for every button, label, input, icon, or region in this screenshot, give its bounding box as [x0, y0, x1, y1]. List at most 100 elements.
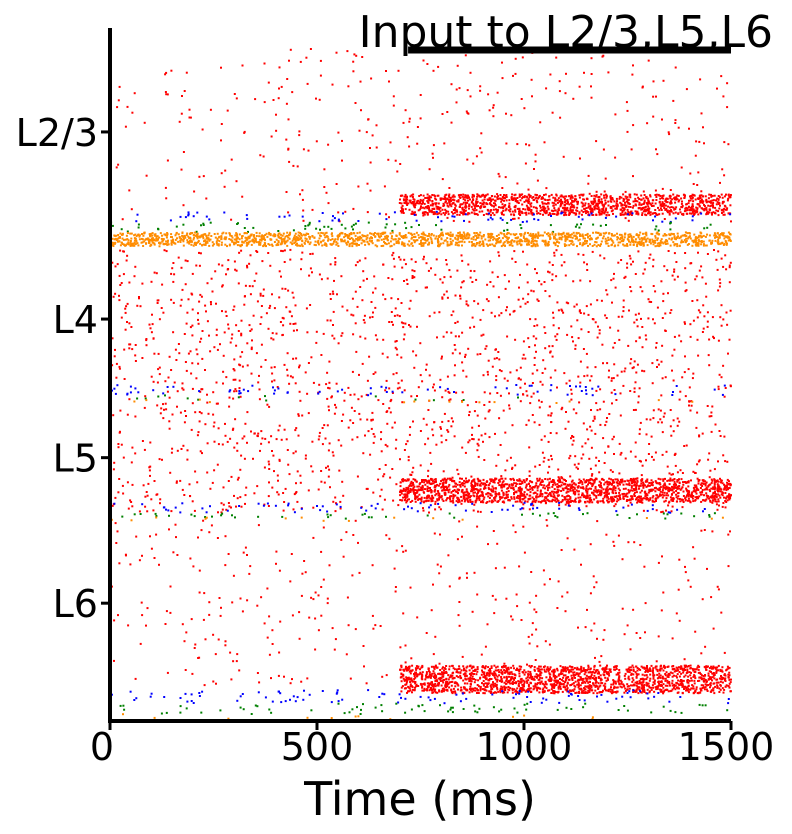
spike-dot — [702, 243, 705, 246]
spike-dot — [149, 441, 152, 444]
spike-dot — [402, 210, 404, 213]
spike-dot — [166, 234, 169, 237]
spike-dot — [426, 200, 429, 203]
spike-dot — [499, 239, 502, 242]
spike-dot — [124, 311, 127, 314]
spike-dot — [703, 207, 706, 210]
spike-dot — [577, 200, 579, 203]
spike-dot — [542, 213, 544, 216]
spike-dot — [649, 211, 652, 214]
spike-dot — [479, 202, 482, 205]
spike-dot — [612, 205, 615, 208]
spike-dot — [585, 212, 587, 215]
spike-dot — [678, 199, 681, 202]
spike-dot — [657, 408, 660, 411]
spike-dot — [443, 142, 446, 145]
spike-dot — [717, 289, 720, 292]
spike-dot — [710, 193, 712, 196]
spike-dot — [345, 242, 348, 245]
spike-dot — [728, 238, 731, 241]
spike-dot — [341, 305, 344, 308]
spike-dot — [225, 508, 228, 511]
spike-dot — [343, 399, 346, 402]
spike-dot — [407, 202, 410, 205]
spike-dot — [411, 277, 414, 279]
spike-dot — [553, 254, 556, 257]
spike-dot — [496, 91, 499, 94]
spike-dot — [476, 353, 479, 356]
spike-dot — [567, 502, 570, 505]
spike-dot — [580, 328, 583, 331]
spike-dot — [640, 203, 643, 206]
spike-dot — [668, 472, 671, 475]
spike-dot — [374, 334, 377, 337]
spike-dot — [722, 318, 725, 321]
spike-dot — [282, 238, 285, 241]
spike-dot — [680, 197, 683, 200]
spike-dot — [595, 402, 598, 405]
spike-dot — [604, 240, 607, 243]
spike-dot — [464, 355, 466, 358]
spike-dot — [198, 300, 201, 303]
spike-dot — [158, 373, 161, 376]
spike-dot — [468, 196, 470, 199]
spike-dot — [205, 241, 208, 244]
spike-dot — [507, 209, 510, 212]
spike-dot — [610, 210, 613, 213]
spike-dot — [540, 400, 543, 403]
spike-dot — [385, 70, 387, 72]
spike-dot — [461, 203, 464, 206]
spike-dot — [170, 69, 173, 72]
spike-dot — [394, 238, 397, 241]
spike-dot — [615, 215, 618, 218]
spike-dot — [149, 234, 151, 237]
spike-dot — [432, 399, 435, 402]
spike-dot — [603, 257, 606, 260]
spike-dot — [233, 242, 236, 245]
spike-dot — [180, 237, 183, 240]
spike-dot — [412, 212, 415, 215]
spike-dot — [472, 194, 475, 197]
spike-dot — [347, 426, 350, 429]
spike-dot — [376, 338, 379, 341]
spike-dot — [320, 278, 323, 281]
spike-dot — [193, 190, 196, 193]
spike-dot — [536, 235, 538, 238]
spike-dot — [248, 237, 251, 240]
spike-dot — [255, 241, 258, 244]
spike-dot — [700, 190, 703, 193]
spike-dot — [225, 236, 228, 239]
spike-dot — [283, 215, 286, 218]
spike-dot — [558, 236, 561, 239]
spike-dot — [384, 237, 387, 240]
spike-dot — [660, 209, 663, 211]
spike-dot — [327, 465, 329, 468]
spike-dot — [296, 165, 299, 168]
spike-dot — [649, 195, 652, 198]
spike-dot — [696, 316, 699, 319]
spike-dot — [517, 217, 520, 220]
spike-series-1 — [398, 193, 732, 217]
spike-dot — [439, 508, 442, 511]
spike-dot — [532, 213, 535, 216]
spike-dot — [635, 371, 638, 374]
spike-dot — [568, 195, 571, 198]
spike-dot — [644, 240, 647, 243]
spike-dot — [576, 319, 579, 322]
spike-dot — [162, 242, 165, 245]
spike-dot — [187, 214, 190, 217]
spike-dot — [695, 239, 698, 242]
spike-dot — [221, 232, 224, 235]
spike-dot — [581, 235, 584, 237]
spike-dot — [678, 498, 681, 500]
spike-dot — [620, 259, 623, 261]
spike-dot — [282, 324, 285, 327]
spike-dot — [705, 198, 708, 201]
spike-dot — [717, 460, 719, 463]
spike-dot — [516, 236, 519, 239]
spike-dot — [225, 232, 228, 235]
spike-dot — [429, 204, 432, 207]
spike-dot — [353, 242, 356, 245]
spike-dot — [404, 193, 407, 196]
spike-dot — [654, 228, 657, 231]
